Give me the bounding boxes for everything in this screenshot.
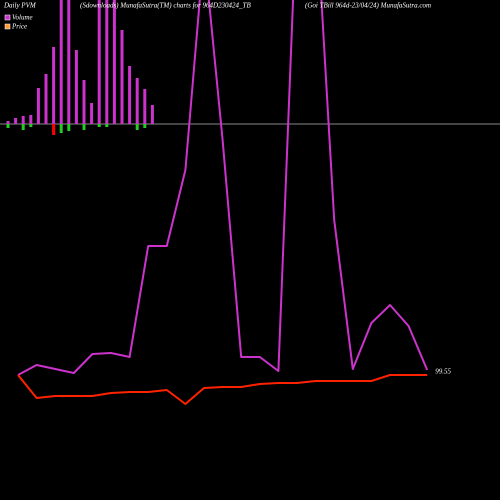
end-label: 99.55 xyxy=(435,368,451,376)
volume-bar-down xyxy=(135,124,139,130)
volume-bar xyxy=(14,118,18,124)
volume-bar-down xyxy=(105,124,109,127)
volume-bar-down xyxy=(67,124,71,131)
chart-subtitle: (Goi TBill 964d-23/04/24) MunafaSutra.co… xyxy=(305,2,431,10)
volume-bar xyxy=(44,74,48,124)
volume-bar xyxy=(21,116,25,124)
volume-bar xyxy=(36,88,40,124)
volume-bar-down xyxy=(143,124,147,128)
volume-bar xyxy=(135,78,139,124)
legend-swatch xyxy=(4,14,11,21)
volume-bar-down xyxy=(52,124,56,135)
volume-bar xyxy=(67,0,71,124)
legend-label: Volume xyxy=(12,14,33,22)
plot xyxy=(6,0,429,405)
volume-bar xyxy=(52,47,56,124)
volume-bar-down xyxy=(21,124,25,130)
series-line xyxy=(17,0,429,376)
volume-bar xyxy=(128,66,132,124)
volume-bar xyxy=(105,0,109,124)
chart-label: Daily PVM xyxy=(3,2,37,10)
volume-bar xyxy=(143,89,147,124)
volume-bar-down xyxy=(6,124,10,128)
volume-bar-down xyxy=(29,124,33,127)
volume-bar xyxy=(112,0,116,124)
volume-bar xyxy=(74,50,78,124)
volume-bar xyxy=(82,80,86,124)
legend-label: Price xyxy=(11,23,27,31)
chart-title: (Sdownloads) MunafaSutra(TM) charts for … xyxy=(80,2,251,10)
volume-bar xyxy=(150,105,154,124)
volume-bar-down xyxy=(59,124,63,133)
volume-bar xyxy=(6,121,10,124)
volume-bar xyxy=(97,0,101,124)
series-line xyxy=(17,374,428,405)
legend-swatch xyxy=(4,23,11,30)
volume-bar xyxy=(120,30,124,124)
volume-bar xyxy=(29,115,33,124)
volume-bar xyxy=(90,103,94,124)
volume-bar xyxy=(59,0,63,124)
volume-bar-down xyxy=(82,124,86,130)
volume-bar-down xyxy=(97,124,101,127)
